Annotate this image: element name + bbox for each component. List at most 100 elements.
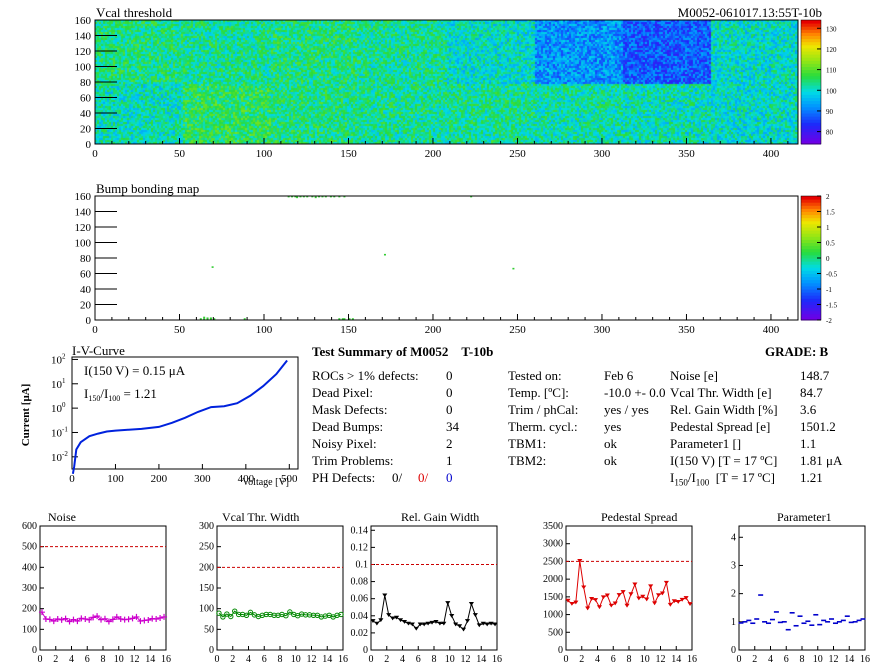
palette-cell [801, 264, 821, 268]
small-x-tick-label: 10 [114, 654, 124, 665]
palette-cell [801, 233, 821, 237]
y-tick-label: 40 [80, 108, 92, 120]
data-point [338, 611, 344, 618]
small-x-tick-label: 10 [640, 654, 650, 665]
small-y-tick-label: 0.04 [351, 611, 369, 622]
data-point [109, 616, 116, 623]
palette-cell [801, 282, 821, 287]
y-tick-label: 0 [86, 315, 92, 327]
palette-cell [801, 245, 821, 250]
small-y-tick-label: 400 [22, 562, 37, 573]
small-y-tick-label: 0.08 [351, 577, 369, 588]
iv-annotation-ratio: I150/I100 = 1.21 [84, 386, 157, 403]
summary-row-label: Parameter1 [] [670, 436, 742, 451]
small-y-tick-label: 300 [22, 583, 37, 594]
small-y-tick-label: 0.14 [351, 525, 369, 536]
palette-label: 90 [826, 108, 834, 116]
summary-title: Test Summary of M0052 T-10b [312, 344, 493, 360]
palette-cell [801, 20, 821, 24]
palette-cell [801, 208, 821, 212]
map-title: Bump bonding map [96, 181, 199, 196]
small-x-tick-label: 12 [307, 654, 317, 665]
x-tick-label: 300 [594, 324, 611, 336]
palette-frame [800, 19, 822, 145]
palette-cell [801, 106, 821, 111]
summary-row-value: -10.0 +- 0.0 [604, 385, 666, 400]
palette-label: 120 [826, 46, 837, 54]
palette-label: 1.5 [826, 209, 835, 217]
dead-bump-mark [329, 195, 332, 198]
data-point [228, 613, 234, 620]
data-point [62, 615, 69, 622]
data-point [476, 623, 482, 628]
dead-bump-mark [338, 195, 341, 198]
x-tick-label: 400 [763, 148, 780, 160]
small-x-tick-label: 8 [101, 654, 106, 665]
data-point [397, 618, 404, 623]
small-x-tick-label: 10 [813, 654, 823, 665]
palette-cell [801, 38, 821, 43]
palette-cell [801, 285, 821, 290]
data-point [480, 621, 486, 626]
data-point [137, 618, 144, 625]
palette-cell [801, 196, 821, 200]
summary-row-value: 0 [446, 402, 453, 417]
palette-label: 110 [826, 67, 837, 75]
data-point [667, 602, 673, 607]
y-tick-label: 60 [80, 93, 92, 105]
small-y-tick-label: 1000 [543, 610, 563, 621]
small-y-tick-label: 1500 [543, 592, 563, 603]
x-tick-label: 50 [174, 324, 186, 336]
small-x-tick-label: 14 [476, 654, 486, 665]
small-x-tick-label: 4 [400, 654, 405, 665]
small-y-tick-label: 0 [363, 645, 368, 656]
small-x-tick-label: 4 [595, 654, 600, 665]
dead-bump-mark [318, 195, 321, 198]
summary-row-value: 1501.2 [800, 419, 836, 434]
small-y-tick-label: 100 [199, 604, 214, 615]
small-chart-frame [370, 525, 498, 651]
palette-cell [801, 242, 821, 247]
small-x-tick-label: 6 [611, 654, 616, 665]
map-background [95, 196, 798, 320]
data-point [283, 612, 289, 619]
x-tick-label: 200 [425, 324, 442, 336]
small-x-tick-label: 10 [445, 654, 455, 665]
small-y-tick-label: 3500 [543, 521, 563, 532]
y-tick-label: 80 [80, 77, 92, 89]
palette-label: 130 [826, 25, 837, 33]
x-tick-label: 0 [92, 324, 98, 336]
palette-cell [801, 202, 821, 206]
small-x-tick-label: 8 [278, 654, 283, 665]
dead-bump-mark [351, 318, 354, 320]
summary-row-value: 2 [446, 436, 453, 451]
small-chart-title: Pedestal Spread [601, 510, 677, 524]
iv-x-tick-label: 500 [281, 473, 298, 485]
data-point [66, 618, 73, 625]
y-tick-label: 40 [80, 284, 92, 296]
small-x-tick-label: 0 [38, 654, 43, 665]
small-x-tick-label: 4 [246, 654, 251, 665]
small-x-tick-label: 8 [800, 654, 805, 665]
dead-bump-mark [306, 195, 309, 198]
small-x-tick-label: 2 [752, 654, 757, 665]
ph-defects-value-1: 0/ [392, 470, 403, 485]
data-point [589, 597, 595, 601]
small-x-tick-label: 6 [416, 654, 421, 665]
summary-row-label: Pedestal Spread [e] [670, 419, 771, 434]
data-point [117, 616, 124, 622]
x-tick-label: 100 [256, 148, 273, 160]
summary-row-label: Dead Bumps: [312, 419, 384, 434]
y-tick-label: 120 [75, 46, 92, 58]
data-point [390, 616, 396, 621]
data-point [243, 612, 250, 618]
dead-bump-mark [203, 316, 206, 319]
data-point [157, 614, 164, 621]
palette-cell [801, 223, 821, 228]
summary-row-value: yes [604, 419, 622, 434]
palette-cell [801, 313, 821, 318]
data-point [585, 606, 591, 611]
